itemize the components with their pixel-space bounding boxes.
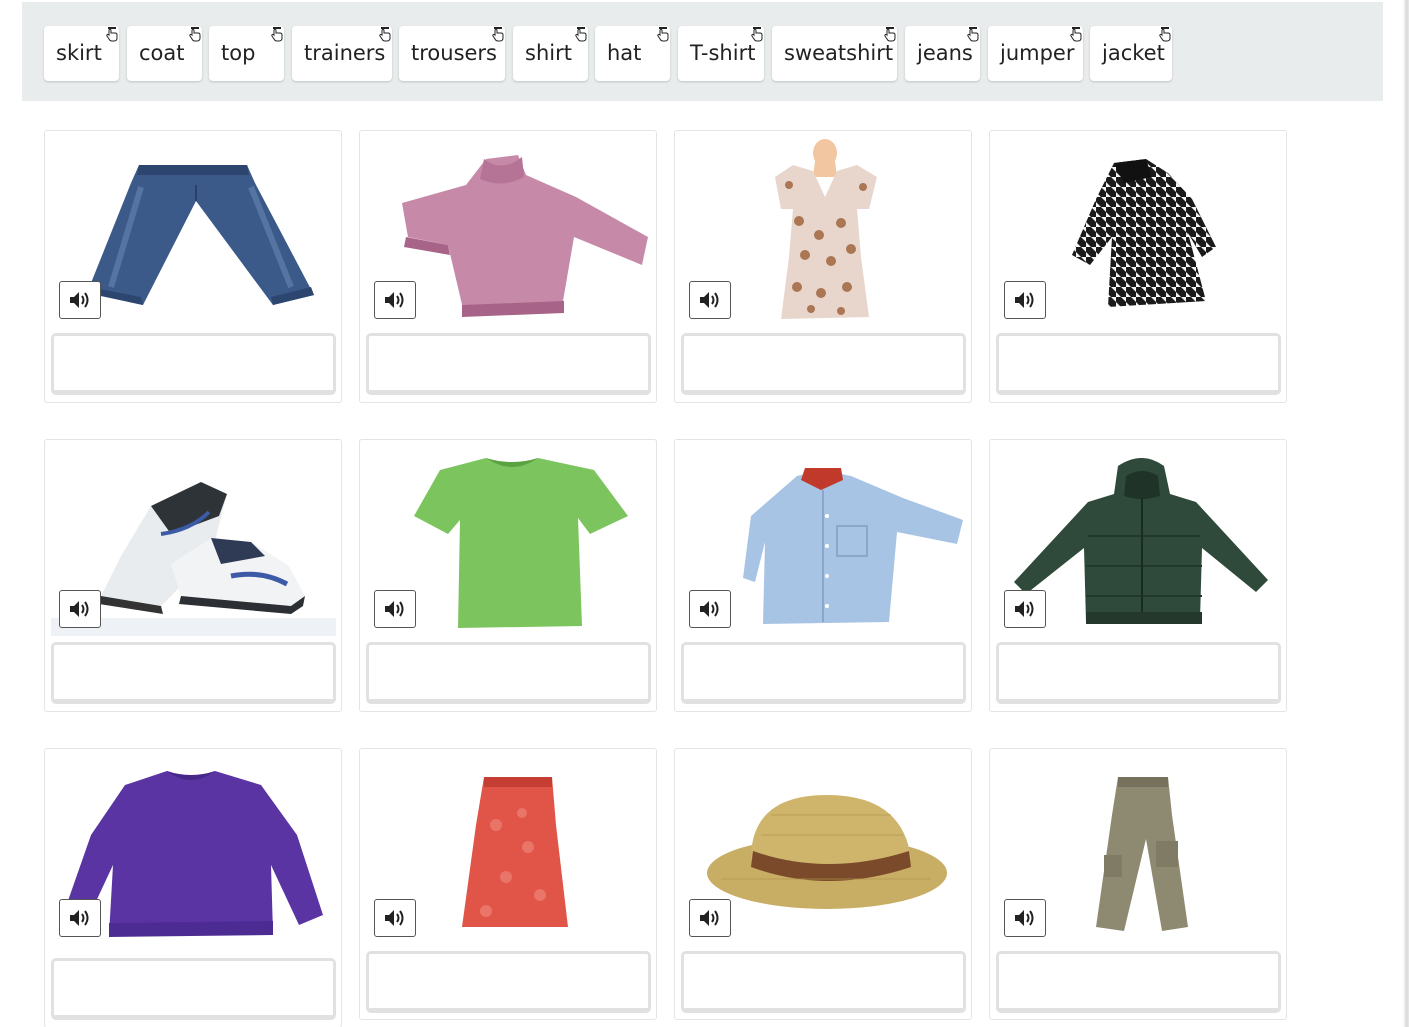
houndstooth-coat-picture [996,137,1281,327]
chip-label: trainers [304,41,386,65]
chip-label: trousers [411,41,497,65]
play-audio-button[interactable] [689,899,731,937]
blue-shirt-picture [681,446,966,636]
play-audio-button[interactable] [1004,281,1046,319]
word-bank: skirt coat top trainers trousers shirt h… [22,2,1383,101]
speaker-icon [70,910,89,926]
khaki-trousers-picture [996,755,1281,945]
word-chip-sweatshirt[interactable]: sweatshirt [772,26,897,81]
jeans-picture [51,137,336,327]
scrollbar-track[interactable] [1403,0,1409,1027]
answer-drop-zone[interactable] [366,951,651,1013]
speaker-icon [700,292,719,308]
picture-card-6 [359,439,657,712]
picture-card-5 [44,439,342,712]
speaker-icon [1015,910,1034,926]
picture-card-11 [674,748,972,1020]
chip-label: T-shirt [690,41,756,65]
picture-card-2 [359,130,657,403]
chip-label: jeans [917,41,973,65]
picture-card-1 [44,130,342,403]
answer-drop-zone[interactable] [51,958,336,1020]
picture-card-12 [989,748,1287,1020]
answer-drop-zone[interactable] [681,642,966,704]
word-chip-shirt[interactable]: shirt [513,26,588,81]
hand-pointer-icon [492,27,504,42]
word-chip-jacket[interactable]: jacket [1090,26,1172,81]
answer-drop-zone[interactable] [996,333,1281,395]
speaker-icon [385,910,404,926]
chip-label: jacket [1102,41,1165,65]
answer-drop-zone[interactable] [681,951,966,1013]
hand-pointer-icon [657,27,669,42]
chip-label: hat [607,41,642,65]
word-chip-jumper[interactable]: jumper [988,26,1083,81]
play-audio-button[interactable] [374,899,416,937]
play-audio-button[interactable] [59,281,101,319]
picture-card-3 [674,130,972,403]
speaker-icon [1015,292,1034,308]
answer-drop-zone[interactable] [996,642,1281,704]
green-tshirt-picture [366,446,651,636]
play-audio-button[interactable] [374,281,416,319]
straw-hat-picture [681,755,966,945]
speaker-icon [700,601,719,617]
play-audio-button[interactable] [59,590,101,628]
hand-pointer-icon [1070,27,1082,42]
word-chip-top[interactable]: top [209,26,284,81]
play-audio-button[interactable] [59,899,101,937]
picture-card-7 [674,439,972,712]
speaker-icon [70,601,89,617]
word-chip-coat[interactable]: coat [127,26,202,81]
hand-pointer-icon [106,27,118,42]
answer-drop-zone[interactable] [366,333,651,395]
play-audio-button[interactable] [689,281,731,319]
hand-pointer-icon [751,27,763,42]
speaker-icon [70,292,89,308]
word-chip-t-shirt[interactable]: T-shirt [678,26,764,81]
speaker-icon [385,601,404,617]
speaker-icon [1015,601,1034,617]
red-skirt-picture [366,755,651,945]
speaker-icon [385,292,404,308]
play-audio-button[interactable] [1004,899,1046,937]
hand-pointer-icon [1159,27,1171,42]
purple-sweatshirt-picture [51,755,336,945]
word-chip-skirt[interactable]: skirt [44,26,119,81]
pink-jumper-picture [366,137,651,327]
chip-label: shirt [525,41,572,65]
chip-label: top [221,41,256,65]
play-audio-button[interactable] [689,590,731,628]
word-chip-jeans[interactable]: jeans [905,26,980,81]
word-chip-trainers[interactable]: trainers [292,26,392,81]
chip-label: skirt [56,41,102,65]
picture-card-8 [989,439,1287,712]
answer-drop-zone[interactable] [51,642,336,704]
patterned-top-picture [681,137,966,327]
chip-label: sweatshirt [784,41,894,65]
trainers-picture [51,446,336,636]
word-chip-trousers[interactable]: trousers [399,26,505,81]
play-audio-button[interactable] [1004,590,1046,628]
hand-pointer-icon [189,27,201,42]
answer-drop-zone[interactable] [366,642,651,704]
hand-pointer-icon [967,27,979,42]
word-chip-hat[interactable]: hat [595,26,670,81]
green-jacket-picture [996,446,1281,636]
picture-card-4 [989,130,1287,403]
hand-pointer-icon [271,27,283,42]
speaker-icon [700,910,719,926]
chip-label: coat [139,41,185,65]
hand-pointer-icon [379,27,391,42]
hand-pointer-icon [884,27,896,42]
hand-pointer-icon [575,27,587,42]
chip-label: jumper [1000,41,1075,65]
answer-drop-zone[interactable] [996,951,1281,1013]
picture-card-9 [44,748,342,1027]
answer-drop-zone[interactable] [681,333,966,395]
picture-card-10 [359,748,657,1020]
answer-drop-zone[interactable] [51,333,336,395]
play-audio-button[interactable] [374,590,416,628]
